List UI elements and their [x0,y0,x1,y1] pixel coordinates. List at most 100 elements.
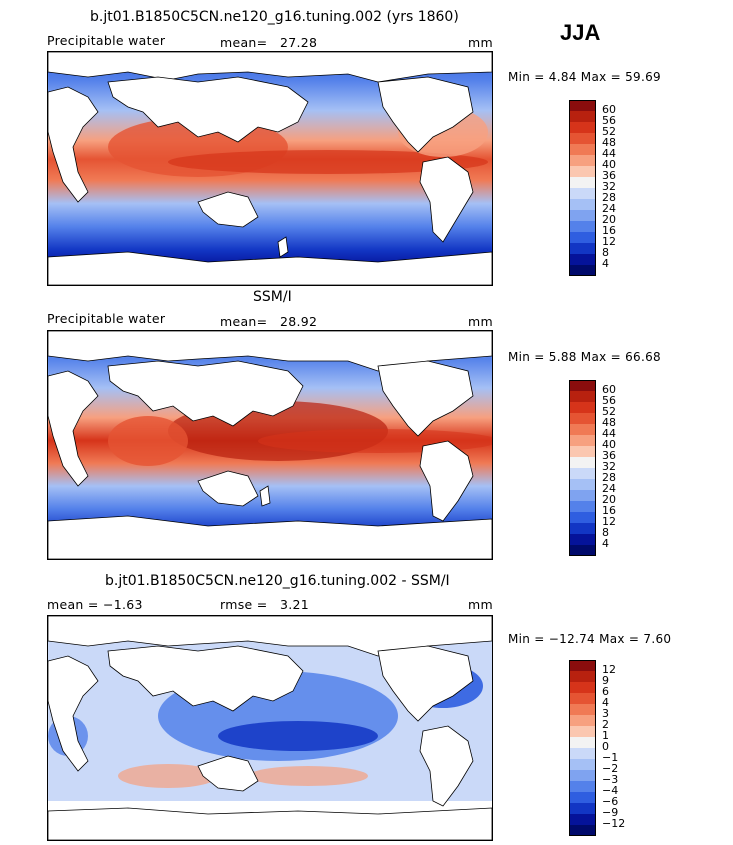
panel-3-colorbar-swatch [569,781,596,792]
panel-2-colorbar-label: 32 [602,460,616,473]
panel-1-field [48,52,492,285]
panel-1-colorbar-swatch [569,188,596,199]
panel-1-colorbar-swatch [569,166,596,177]
panel-2-colorbar-label: 16 [602,504,616,517]
panel-1-colorbar-label: 4 [602,257,609,270]
panel-3-rmse-value: 3.21 [280,597,310,612]
panel-3-map [47,615,493,841]
panel-3-colorbar-swatch [569,693,596,704]
panel-1-colorbar-label: 60 [602,103,616,116]
panel-3-colorbar-swatch [569,737,596,748]
panel-2-colorbar-swatch [569,380,596,391]
panel-2-map [47,330,493,560]
panel-2-colorbar-swatch [569,402,596,413]
panel-1-colorbar-label: 56 [602,114,616,127]
panel-1-mean-label: mean= [220,35,268,50]
panel-2-colorbar-label: 20 [602,493,616,506]
panel-3-colorbar-swatch [569,726,596,737]
panel-1-colorbar-swatch [569,100,596,111]
panel-2-colorbar-label: 28 [602,471,616,484]
panel-1-colorbar-swatch [569,111,596,122]
panel-3-colorbar-swatch [569,825,596,836]
panel-2-colorbar-swatch [569,468,596,479]
panel-3-mean-label: mean = −1.63 [47,597,143,612]
panel-2-colorbar-swatch [569,501,596,512]
panel-1-colorbar-label: 28 [602,191,616,204]
panel-3-colorbar-swatch [569,770,596,781]
panel-1-colorbar-label: 8 [602,246,609,259]
panel-2-colorbar-label: 36 [602,449,616,462]
panel-1-map [47,51,493,286]
panel-2-colorbar-swatch [569,534,596,545]
panel-2-colorbar-swatch [569,457,596,468]
panel-1-colorbar-label: 48 [602,136,616,149]
panel-3-minmax: Min = −12.74 Max = 7.60 [508,632,672,646]
panel-3-colorbar-label: 9 [602,674,609,687]
panel-2-colorbar-swatch [569,512,596,523]
panel-1-colorbar-swatch [569,265,596,276]
panel-1-mean-value: 27.28 [280,35,318,50]
panel-3-colorbar-swatch [569,704,596,715]
panel-1-colorbar-swatch [569,254,596,265]
panel-1-colorbar-swatch [569,155,596,166]
panel-2-colorbar-swatch [569,391,596,402]
panel-1-colorbar-label: 16 [602,224,616,237]
panel-2-colorbar-label: 52 [602,405,616,418]
panel-1-land [48,52,492,285]
panel-3-units: mm [468,597,493,612]
panel-3-colorbar-swatch [569,682,596,693]
panel-2-colorbar-swatch [569,523,596,534]
panel-1-colorbar-swatch [569,232,596,243]
panel-2-colorbar-swatch [569,479,596,490]
panel-2-title: SSM/I [253,289,292,305]
panel-1-variable-label: Precipitable water [47,33,166,48]
panel-3-colorbar-swatch [569,803,596,814]
panel-3-colorbar: 12 9 6 4 3 2 1 0 −1 −2 −3 −4 −6 −9 −12 [569,660,629,836]
panel-1-colorbar-swatch [569,221,596,232]
panel-3-land [48,616,492,840]
panel-3-colorbar-label: 4 [602,696,609,709]
panel-3-colorbar-label: 1 [602,729,609,742]
panel-3-colorbar-label: 3 [602,707,609,720]
panel-1-colorbar-label: 12 [602,235,616,248]
panel-1-colorbar-label: 20 [602,213,616,226]
panel-2-colorbar-label: 24 [602,482,616,495]
panel-2-mean-value: 28.92 [280,314,318,329]
panel-2-colorbar-label: 8 [602,526,609,539]
panel-2-units: mm [468,314,493,329]
panel-1-colorbar-swatch [569,133,596,144]
panel-1-units: mm [468,35,493,50]
panel-1-colorbar-label: 32 [602,180,616,193]
panel-2-minmax: Min = 5.88 Max = 66.68 [508,350,661,364]
panel-2-colorbar-swatch [569,545,596,556]
panel-2-colorbar-label: 56 [602,394,616,407]
season-label: JJA [560,20,601,45]
panel-1-colorbar-swatch [569,122,596,133]
panel-1-colorbar-label: 40 [602,158,616,171]
panel-3-colorbar-label: −9 [602,806,619,819]
panel-3-rmse-label: rmse = [220,597,268,612]
panel-3-colorbar-swatch [569,792,596,803]
panel-1-colorbar-swatch [569,177,596,188]
panel-3-colorbar-label: −1 [602,751,619,764]
panel-3-colorbar-label: −12 [602,817,626,830]
panel-2-colorbar: 60 56 52 48 44 40 36 32 28 24 20 16 12 8… [569,380,629,556]
panel-2-colorbar-label: 60 [602,383,616,396]
panel-2-colorbar-swatch [569,446,596,457]
panel-1-colorbar-swatch [569,243,596,254]
panel-3-colorbar-swatch [569,660,596,671]
panel-2-colorbar-swatch [569,435,596,446]
panel-2-colorbar-label: 48 [602,416,616,429]
panel-3-colorbar-label: −6 [602,795,619,808]
panel-3-colorbar-label: −3 [602,773,619,786]
panel-3-colorbar-label: 0 [602,740,609,753]
panel-2-colorbar-label: 44 [602,427,616,440]
panel-2-colorbar-swatch [569,490,596,501]
panel-2-colorbar-swatch [569,413,596,424]
panel-3-colorbar-swatch [569,759,596,770]
panel-3-colorbar-label: 6 [602,685,609,698]
panel-1-colorbar-swatch [569,144,596,155]
panel-2-mean-label: mean= [220,314,268,329]
panel-1-minmax: Min = 4.84 Max = 59.69 [508,70,661,84]
panel-3-colorbar-swatch [569,748,596,759]
